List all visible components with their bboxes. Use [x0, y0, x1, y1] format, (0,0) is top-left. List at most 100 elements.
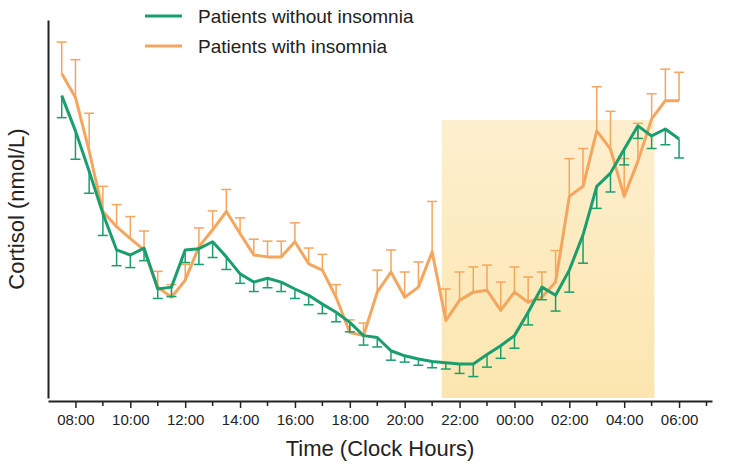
error-stem — [390, 250, 392, 272]
error-cap — [317, 313, 327, 315]
error-stem — [486, 265, 488, 290]
error-cap — [208, 257, 218, 259]
x-minor-tick — [377, 401, 379, 406]
error-bar — [125, 255, 135, 268]
error-cap — [578, 148, 588, 150]
error-cap — [551, 310, 561, 312]
error-cap — [633, 123, 643, 125]
highlight-band — [442, 120, 655, 398]
error-cap — [57, 117, 67, 119]
x-tick-label: 02:00 — [551, 411, 589, 428]
error-stem — [651, 136, 653, 149]
error-stem — [527, 277, 529, 302]
error-cap — [290, 222, 300, 224]
error-cap — [317, 254, 327, 256]
error-cap — [208, 210, 218, 212]
error-cap — [647, 93, 657, 95]
x-tick-label: 08:00 — [57, 411, 95, 428]
error-cap — [509, 347, 519, 349]
error-cap — [235, 217, 245, 219]
x-tick-mark — [514, 401, 516, 408]
error-bar — [57, 42, 67, 74]
error-cap — [660, 144, 670, 146]
legend-swatch — [145, 15, 182, 18]
y-axis-line — [48, 21, 50, 399]
error-cap — [633, 138, 643, 140]
x-minor-tick — [596, 401, 598, 406]
x-tick: 06:00 — [661, 401, 699, 428]
x-tick: 10:00 — [112, 401, 150, 428]
error-stem — [116, 250, 118, 266]
x-tick-label: 10:00 — [112, 411, 150, 428]
x-tick: 00:00 — [496, 401, 534, 428]
legend-label: Patients with insomnia — [198, 36, 387, 57]
series-line — [62, 96, 679, 364]
series-0 — [57, 96, 684, 377]
error-cap — [605, 191, 615, 193]
error-bar — [194, 249, 204, 265]
error-bar — [221, 189, 231, 211]
error-bar — [509, 267, 519, 292]
legend-item: Patients with insomnia — [145, 36, 387, 57]
error-cap — [125, 216, 135, 218]
error-cap — [194, 227, 204, 229]
error-cap — [166, 296, 176, 298]
error-cap — [647, 148, 657, 150]
x-minor-ticks — [103, 401, 707, 406]
error-bar — [674, 72, 684, 100]
error-cap — [592, 86, 602, 88]
x-axis: 08:0010:0012:0014:0016:0018:0020:0022:00… — [49, 401, 713, 428]
error-bar — [564, 159, 574, 197]
error-cap — [468, 376, 478, 378]
error-stem — [610, 173, 612, 192]
error-stem — [569, 159, 571, 197]
x-tick-label: 14:00 — [222, 411, 260, 428]
error-cap — [235, 283, 245, 285]
error-stem — [514, 267, 516, 292]
x-tick: 16:00 — [277, 401, 315, 428]
error-stem — [473, 267, 475, 292]
error-bar — [468, 364, 478, 377]
x-tick-label: 20:00 — [386, 411, 424, 428]
error-cap — [619, 164, 629, 166]
error-cap — [70, 158, 80, 160]
error-cap — [290, 298, 300, 300]
error-cap — [578, 262, 588, 264]
error-stem — [226, 189, 228, 211]
x-tick-mark — [679, 401, 681, 408]
error-cap — [509, 266, 519, 268]
x-tick: 20:00 — [386, 401, 424, 428]
x-tick: 02:00 — [551, 401, 589, 428]
error-bar — [578, 235, 588, 263]
error-cap — [674, 72, 684, 74]
x-tick-mark — [130, 401, 132, 408]
x-tick-label: 00:00 — [496, 411, 534, 428]
error-cap — [455, 271, 465, 273]
x-tick-mark — [404, 401, 406, 408]
error-bar — [482, 265, 492, 290]
error-cap — [482, 366, 492, 368]
x-tick-mark — [350, 401, 352, 408]
x-axis-title: Time (Clock Hours) — [286, 436, 475, 461]
error-cap — [386, 359, 396, 361]
error-stem — [130, 255, 132, 268]
error-cap — [468, 266, 478, 268]
x-minor-tick — [431, 401, 433, 406]
x-tick-label: 12:00 — [167, 411, 205, 428]
error-stem — [473, 364, 475, 377]
error-cap — [564, 291, 574, 293]
error-cap — [125, 267, 135, 269]
error-cap — [194, 264, 204, 266]
error-cap — [564, 158, 574, 160]
x-tick-mark — [569, 401, 571, 408]
error-bar — [592, 87, 602, 131]
error-cap — [660, 68, 670, 70]
error-cap — [592, 208, 602, 210]
error-cap — [331, 321, 341, 323]
x-tick: 14:00 — [222, 401, 260, 428]
x-tick: 22:00 — [441, 401, 479, 428]
error-bars — [57, 42, 684, 336]
x-minor-tick — [157, 401, 159, 406]
error-cap — [386, 249, 396, 251]
x-tick: 12:00 — [167, 401, 205, 428]
